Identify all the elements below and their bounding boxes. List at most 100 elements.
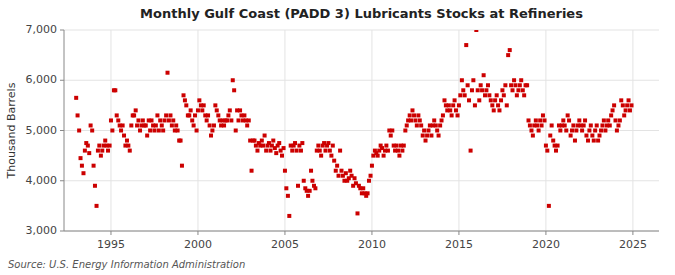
x-tick — [197, 231, 198, 235]
grid — [64, 30, 659, 231]
point — [469, 149, 473, 153]
point — [570, 129, 574, 133]
point — [584, 134, 588, 138]
point — [405, 123, 409, 127]
point — [410, 108, 414, 112]
point — [547, 204, 551, 208]
point — [138, 129, 142, 133]
point — [426, 129, 430, 133]
point — [145, 134, 149, 138]
point — [226, 113, 230, 117]
point — [306, 194, 310, 198]
point — [74, 96, 78, 100]
x-tick — [632, 231, 633, 235]
point — [216, 113, 220, 117]
point — [435, 129, 439, 133]
point — [556, 144, 560, 148]
point — [521, 88, 525, 92]
point — [309, 169, 313, 173]
point — [296, 184, 300, 188]
point — [160, 123, 164, 127]
point — [116, 118, 120, 122]
point — [308, 189, 312, 193]
point — [598, 134, 602, 138]
point — [334, 169, 338, 173]
point — [229, 118, 233, 122]
point — [236, 118, 240, 122]
point — [200, 108, 204, 112]
point — [548, 134, 552, 138]
point — [164, 113, 168, 117]
point — [544, 144, 548, 148]
point — [290, 149, 294, 153]
point — [619, 98, 623, 102]
point — [192, 123, 196, 127]
x-axis-line — [64, 231, 659, 232]
point — [558, 129, 562, 133]
title: Monthly Gulf Coast (PADD 3) Lubricants S… — [140, 6, 583, 21]
point — [402, 144, 406, 148]
point — [554, 149, 558, 153]
point — [477, 98, 481, 102]
point — [271, 139, 275, 143]
point — [382, 154, 386, 158]
point — [238, 108, 242, 112]
point — [87, 151, 91, 155]
point — [516, 88, 520, 92]
point — [457, 103, 461, 107]
point — [586, 139, 590, 143]
point — [286, 194, 290, 198]
point — [422, 129, 426, 133]
point — [595, 123, 599, 127]
point — [415, 123, 419, 127]
grid-line-x — [458, 30, 459, 231]
point — [329, 154, 333, 158]
point — [522, 93, 526, 97]
point — [295, 149, 299, 153]
x-tick-label: 2010 — [358, 238, 386, 251]
point — [497, 108, 501, 112]
point — [487, 93, 491, 97]
point — [602, 118, 606, 122]
point — [209, 134, 213, 138]
point — [614, 118, 618, 122]
point — [519, 78, 523, 82]
x-tick-label: 1995 — [97, 238, 125, 251]
point — [210, 129, 214, 133]
point — [451, 103, 455, 107]
point — [344, 171, 348, 175]
grid-line-x — [632, 30, 633, 231]
point — [180, 164, 184, 168]
y-tick-label: 7,000 — [26, 23, 58, 36]
grid-line-y — [64, 80, 659, 81]
tick-labels: 3,0004,0005,0006,0007,000199520002005201… — [26, 23, 647, 251]
point — [540, 123, 544, 127]
chart-svg: 3,0004,0005,0006,0007,000199520002005201… — [0, 0, 675, 275]
y-tick-label: 5,000 — [26, 124, 58, 137]
point — [195, 129, 199, 133]
point — [228, 108, 232, 112]
point — [441, 113, 445, 117]
point — [425, 134, 429, 138]
point — [328, 149, 332, 153]
point — [323, 149, 327, 153]
point — [132, 113, 136, 117]
point — [518, 83, 522, 87]
point — [512, 78, 516, 82]
point — [429, 134, 433, 138]
point — [176, 129, 180, 133]
point — [167, 118, 171, 122]
point — [386, 149, 390, 153]
x-tick — [110, 231, 111, 235]
point — [551, 139, 555, 143]
point — [527, 118, 531, 122]
point — [332, 159, 336, 163]
point — [90, 129, 94, 133]
point — [603, 129, 607, 133]
point — [253, 139, 257, 143]
point — [486, 83, 490, 87]
point — [506, 53, 510, 57]
point — [316, 144, 320, 148]
point — [174, 123, 178, 127]
point — [95, 204, 99, 208]
